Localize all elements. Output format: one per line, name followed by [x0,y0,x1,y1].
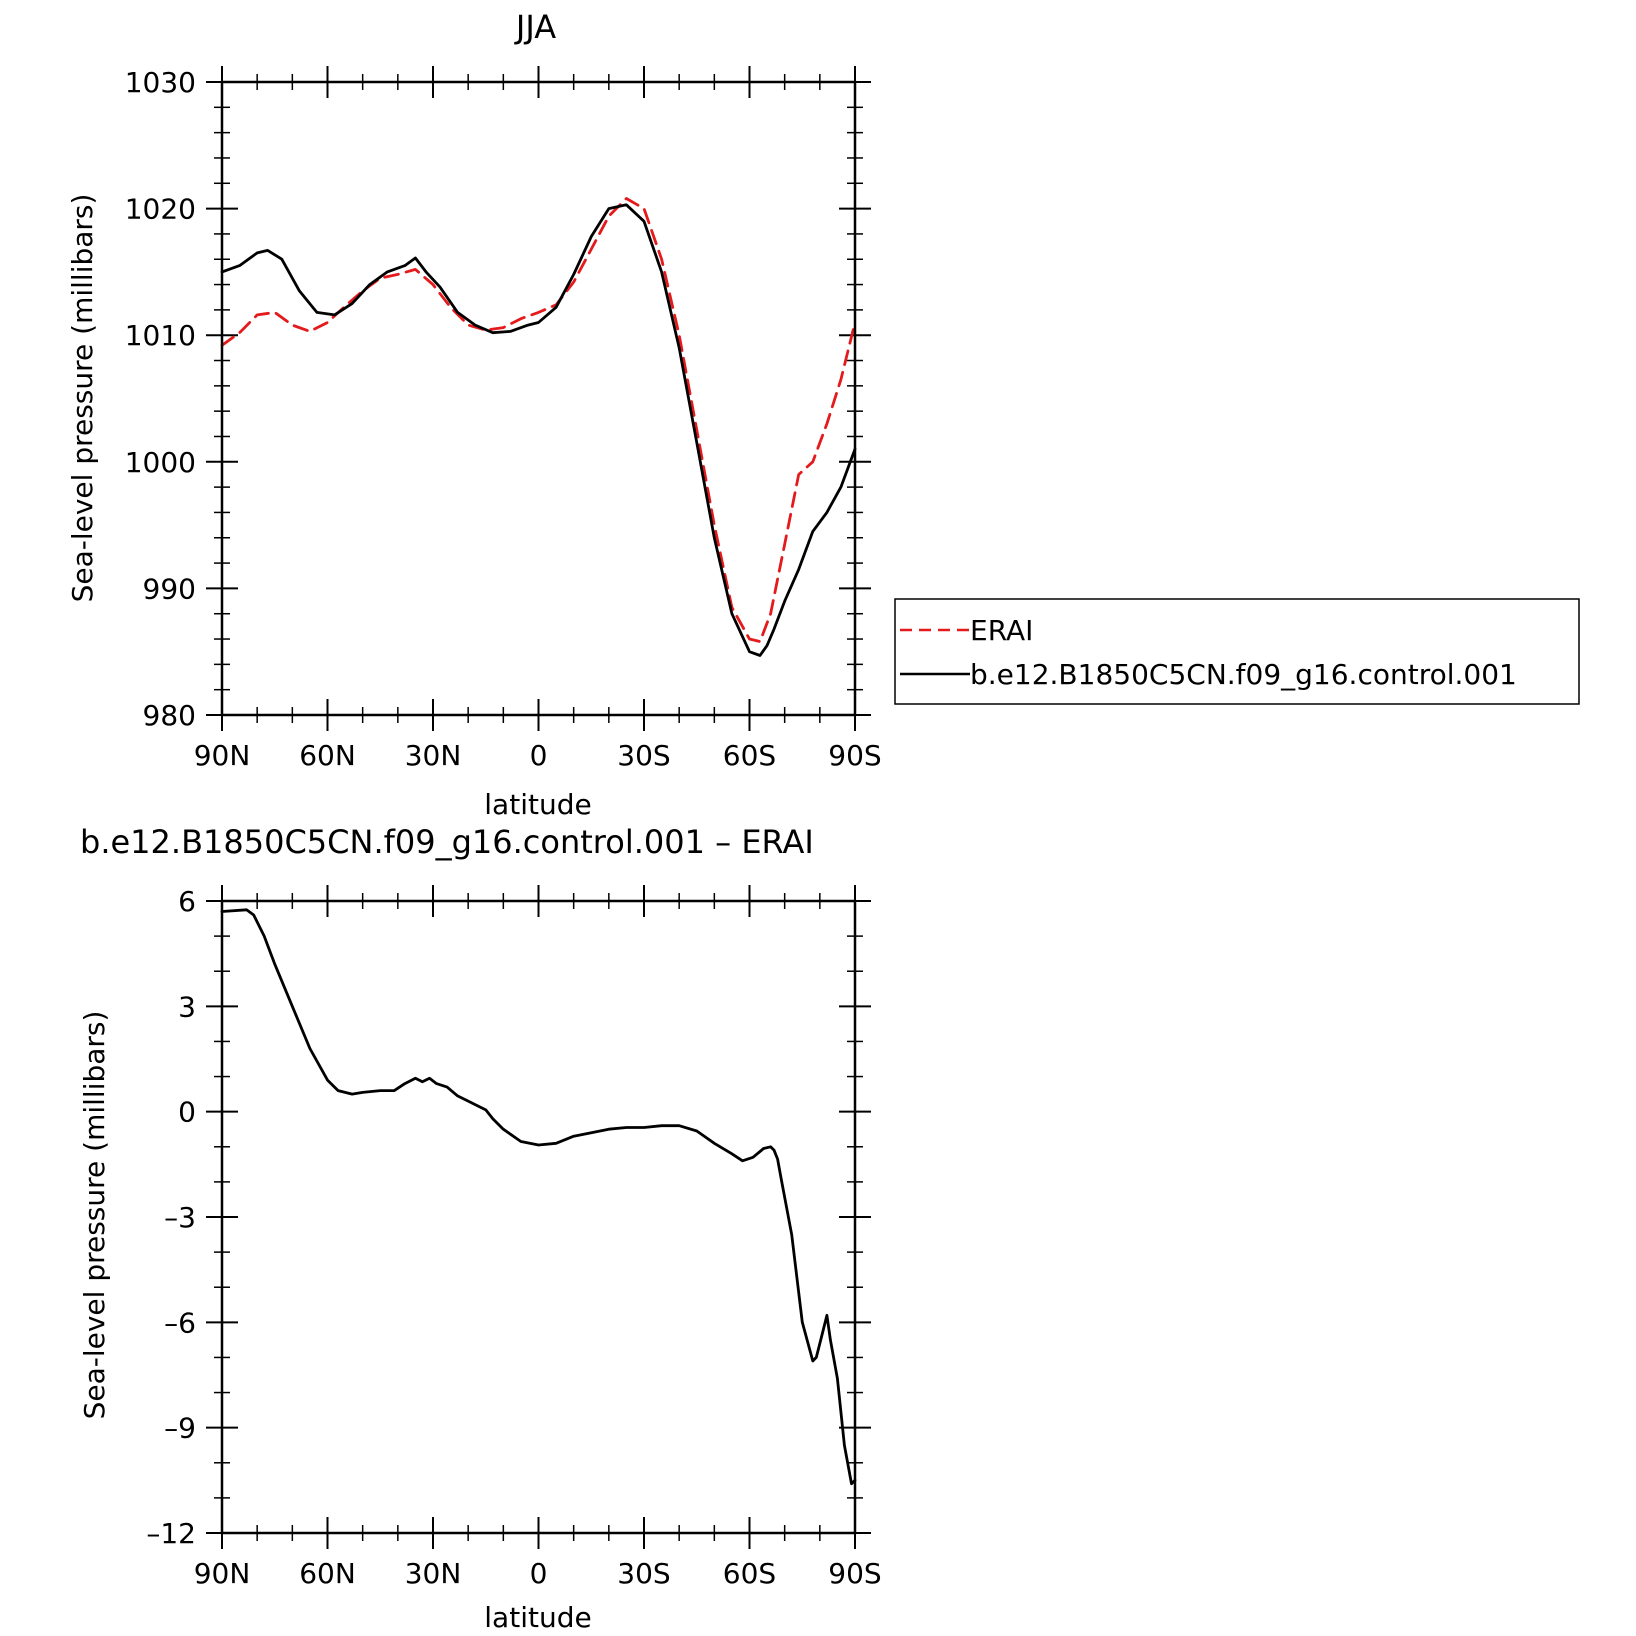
x-tick-label: 30N [405,739,462,772]
x-tick-label: 30N [405,1557,462,1590]
series-group [220,908,857,1486]
y-tick-label: –6 [164,1306,196,1339]
x-axis-label: latitude [484,1601,591,1634]
y-tick-label: 3 [178,990,196,1023]
x-tick-label: 30S [617,1557,670,1590]
chart-title: JJA [514,8,556,46]
panel-top: JJA 980 990 1000 1010 1020 1030 90N 60N 30N 0 30S… [66,8,1580,821]
plot-frame [220,899,857,1535]
y-tick-label: 990 [143,572,196,605]
y-tick-label: 0 [178,1096,196,1129]
legend-label-model: b.e12.B1850C5CN.f09_g16.control.001 [970,658,1517,691]
x-tick-labels: 90N 60N 30N 0 30S 60S 90S [194,739,882,772]
y-tick-label: –3 [164,1201,196,1234]
y-tick-label: 980 [143,699,196,732]
plot-frame [220,80,857,717]
y-tick-label: 1030 [125,66,196,99]
x-tick-label: 60S [723,739,776,772]
x-tick-label: 60N [299,1557,356,1590]
x-tick-label: 0 [530,1557,548,1590]
y-tick-labels: –12 –9 –6 –3 0 3 6 [146,885,196,1550]
legend: ERAI b.e12.B1850C5CN.f09_g16.control.001 [894,598,1580,705]
y-tick-label: 1010 [125,319,196,352]
y-tick-label: –12 [146,1517,196,1550]
y-tick-labels: 980 990 1000 1010 1020 1030 [125,66,196,732]
y-tick-label: 1000 [125,446,196,479]
y-tick-label: –9 [164,1412,196,1445]
x-tick-label: 0 [530,739,548,772]
panel-bottom: b.e12.B1850C5CN.f09_g16.control.001 – ER… [78,823,882,1634]
x-axis-label: latitude [484,788,591,821]
legend-box [894,598,1580,705]
difference-title: b.e12.B1850C5CN.f09_g16.control.001 – ER… [80,823,814,861]
x-tick-label: 60N [299,739,356,772]
y-axis-label: Sea-level pressure (millibars) [78,1011,111,1420]
x-tick-label: 60S [723,1557,776,1590]
x-tick-label: 90N [194,739,251,772]
y-axis-label: Sea-level pressure (millibars) [66,194,99,603]
legend-label-erai: ERAI [970,614,1033,647]
x-tick-label: 30S [617,739,670,772]
y-tick-label: 1020 [125,193,196,226]
series-group [220,197,857,657]
y-tick-label: 6 [178,885,196,918]
x-tick-label: 90S [828,739,881,772]
x-tick-labels: 90N 60N 30N 0 30S 60S 90S [194,1557,882,1590]
series-line-b-e12-b1850c5cn-f09-g16-control-001 [220,203,857,657]
x-tick-label: 90N [194,1557,251,1590]
x-tick-label: 90S [828,1557,881,1590]
series-line-difference [220,908,857,1486]
